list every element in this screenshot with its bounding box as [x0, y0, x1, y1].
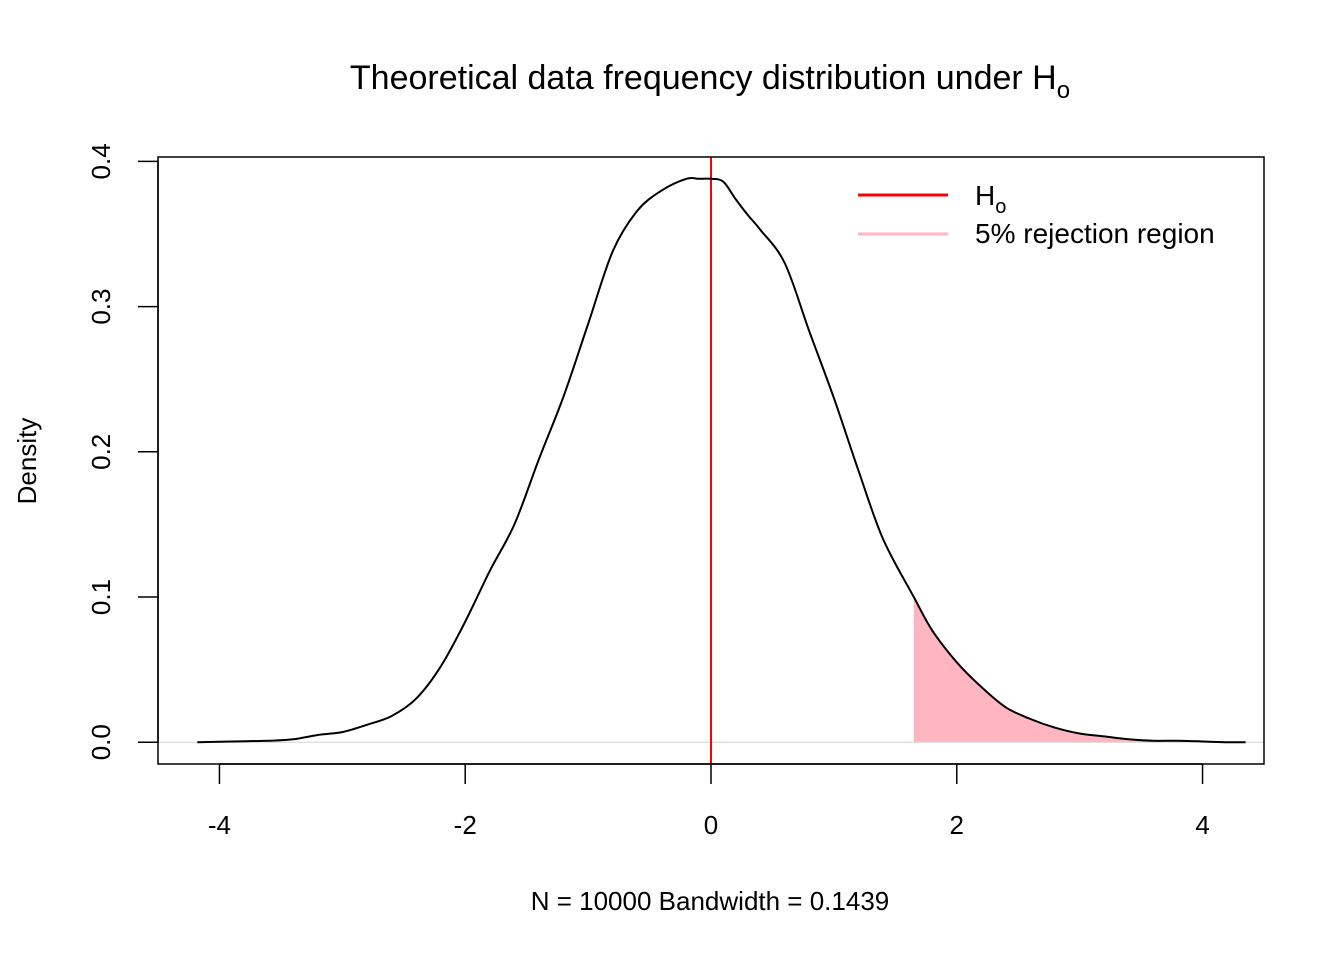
y-tick-label: 0.1	[86, 579, 116, 615]
x-tick-label: -2	[454, 810, 477, 840]
rejection-region-area	[913, 597, 1246, 743]
y-tick-label: 0.0	[86, 724, 116, 760]
legend-label-h0-main: H	[975, 180, 995, 211]
x-axis-label: N = 10000 Bandwidth = 0.1439	[531, 886, 890, 916]
x-tick-label: 4	[1195, 810, 1209, 840]
y-axis-label: Density	[12, 418, 42, 505]
chart-title-subscript: o	[1057, 77, 1070, 104]
chart-title-main: Theoretical data frequency distribution …	[350, 59, 1057, 97]
x-tick-label: 0	[704, 810, 718, 840]
legend: Ho 5% rejection region	[858, 180, 1215, 249]
x-tick-label: 2	[950, 810, 964, 840]
y-tick-label: 0.3	[86, 289, 116, 325]
chart-title: Theoretical data frequency distribution …	[350, 59, 1070, 104]
y-axis: 0.0 0.1 0.2 0.3 0.4	[86, 143, 159, 760]
legend-label-h0: Ho	[975, 180, 1006, 218]
legend-label-rejection: 5% rejection region	[975, 218, 1215, 249]
y-tick-label: 0.2	[86, 434, 116, 470]
legend-label-h0-subscript: o	[995, 196, 1006, 218]
x-axis: -4 -2 0 2 4	[208, 763, 1210, 840]
x-tick-label: -4	[208, 810, 231, 840]
y-tick-label: 0.4	[86, 143, 116, 179]
density-curve	[197, 176, 1246, 744]
